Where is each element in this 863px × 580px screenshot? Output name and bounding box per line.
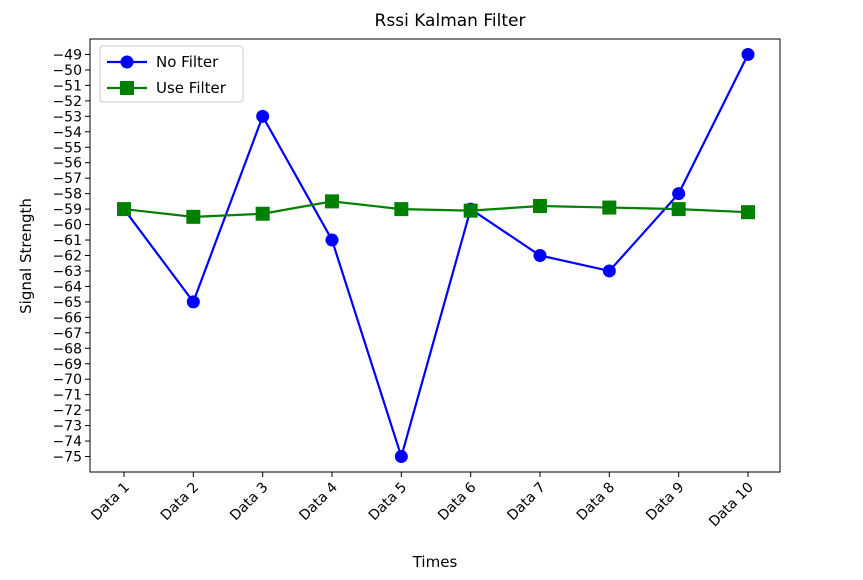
x-tick-label: Data 9 [643,480,687,524]
x-axis: Data 1 Data 2 Data 3 Data 4 Data 5 Data 6 Data… [88,472,757,531]
y-tick-label: −68 [52,341,82,357]
y-axis: −75−74−73−72−71−70−69−68−67−66−65−64−63−… [52,47,90,466]
y-tick-label: −54 [52,125,82,141]
y-tick-label: −75 [52,450,82,466]
y-tick-label: −56 [52,156,82,172]
y-tick-label: −66 [52,310,82,326]
y-tick-label: −60 [52,218,82,234]
data-point-no-filter [741,47,755,61]
data-point-no-filter [325,233,339,247]
legend-marker-no-filter [120,55,134,69]
data-point-use-filter [325,194,339,209]
series-line-no-filter [123,53,749,461]
y-tick-label: −51 [52,78,82,94]
y-tick-label: −55 [52,140,82,156]
legend: No Filter Use Filter [99,45,244,103]
data-point-use-filter [741,205,755,220]
x-tick-label: Data 6 [435,479,479,523]
legend-marker-use-filter [120,81,134,95]
data-point-use-filter [255,206,270,221]
data-point-no-filter [533,249,547,262]
y-axis-label: Signal Strength [17,198,35,314]
x-tick-label: Data 10 [706,480,757,531]
y-tick-label: −57 [52,171,82,187]
data-point-use-filter [394,202,409,217]
y-tick-label: −64 [52,279,82,295]
data-point-use-filter [671,202,686,217]
y-tick-label: −74 [52,434,82,450]
y-tick-label: −58 [52,187,82,203]
data-point-no-filter [672,187,686,201]
legend-label-no-filter: No Filter [156,53,219,71]
legend-label-use-filter: Use Filter [156,79,227,97]
data-point-use-filter [117,202,131,217]
series-line-use-filter [123,200,749,218]
y-tick-label: −52 [52,94,82,110]
x-tick-label: Data 2 [158,480,202,524]
x-tick-label: Data 7 [504,480,548,524]
y-tick-label: −49 [52,47,82,63]
y-tick-label: −69 [52,357,82,373]
y-tick-label: −50 [52,63,82,79]
data-point-use-filter [533,199,547,214]
x-tick-label: Data 1 [88,480,132,524]
y-tick-label: −63 [52,264,82,280]
x-tick-label: Data 3 [227,480,271,524]
x-tick-label: Data 4 [296,479,340,523]
x-tick-label: Data 5 [366,480,410,524]
y-tick-label: −59 [52,202,82,218]
y-tick-label: −70 [52,372,82,388]
plot-area-frame [89,38,781,473]
y-tick-label: −65 [52,295,82,311]
x-axis-label: Times [412,553,458,571]
y-tick-label: −67 [52,326,82,342]
data-point-no-filter [602,264,616,278]
data-point-no-filter [256,109,270,123]
data-point-use-filter [186,209,201,224]
y-tick-label: −62 [52,249,82,265]
data-point-no-filter [394,450,408,464]
data-point-use-filter [463,203,478,218]
data-point-no-filter [186,295,200,309]
y-tick-label: −53 [52,109,82,125]
y-tick-label: −72 [52,403,82,419]
chart-title: Rssi Kalman Filter [375,11,526,31]
x-tick-label: Data 8 [574,480,618,524]
y-tick-label: −73 [52,419,82,435]
series-layer [117,47,755,464]
y-tick-label: −71 [52,388,82,404]
data-point-use-filter [602,200,617,215]
y-tick-label: −61 [52,233,82,249]
